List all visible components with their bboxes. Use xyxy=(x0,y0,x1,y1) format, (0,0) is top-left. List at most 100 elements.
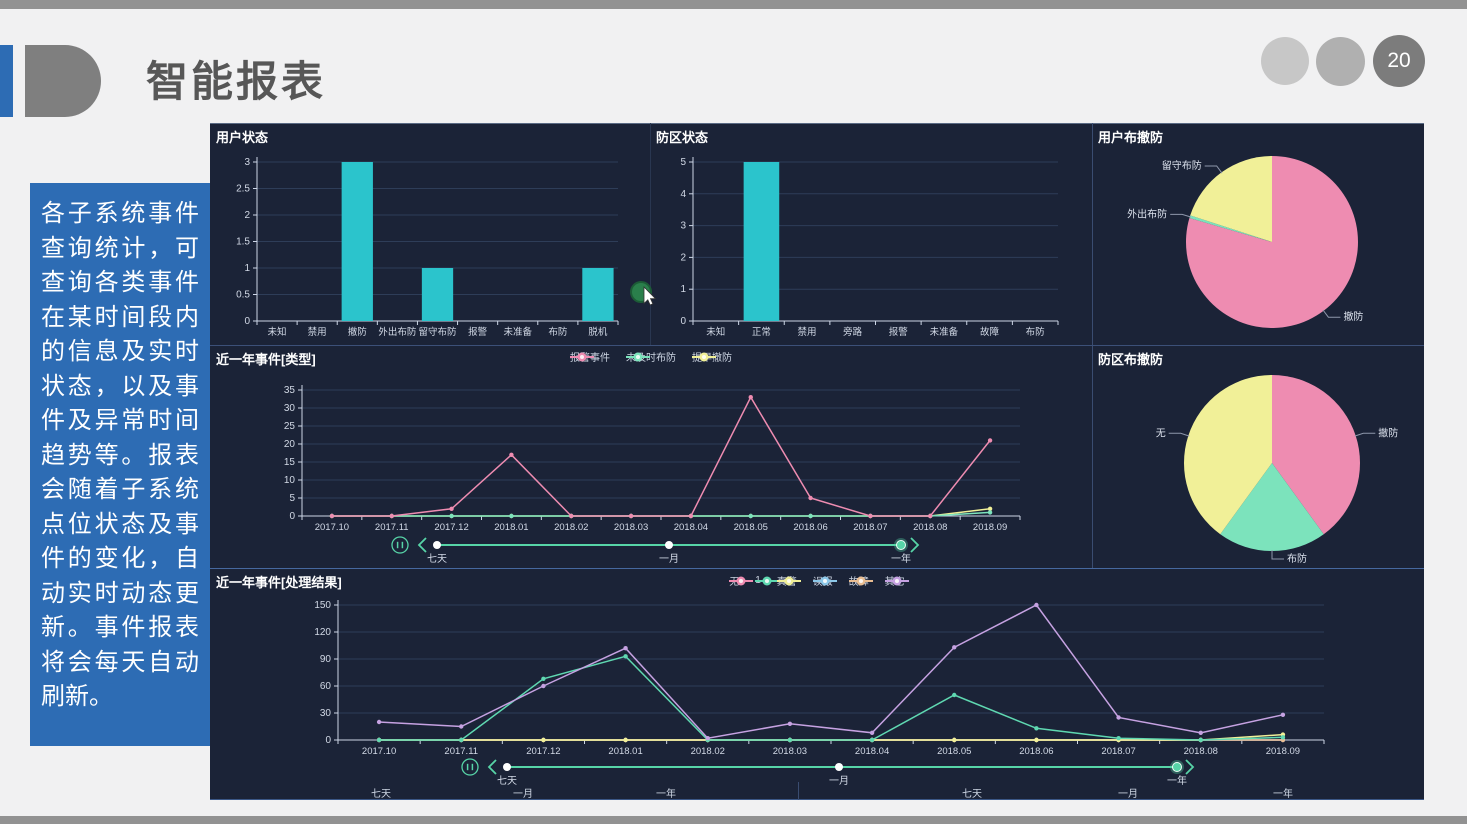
svg-text:90: 90 xyxy=(320,654,332,665)
legend-item[interactable]: 无 xyxy=(729,573,754,588)
legend-marker-icon xyxy=(812,576,837,585)
svg-text:2018.01: 2018.01 xyxy=(608,746,642,757)
svg-text:无: 无 xyxy=(1156,428,1166,439)
divider-row1 xyxy=(650,123,651,345)
svg-text:外出布防: 外出布防 xyxy=(378,326,417,338)
legend-item[interactable]: 其它 xyxy=(884,573,909,588)
events-type-time-slider[interactable]: 七天 一月 一年 xyxy=(210,532,1092,568)
svg-text:15: 15 xyxy=(284,457,296,468)
mouse-cursor xyxy=(630,281,657,306)
footer-label[interactable]: 一年 xyxy=(656,789,676,800)
svg-text:2018.04: 2018.04 xyxy=(855,746,889,757)
svg-text:未准备: 未准备 xyxy=(930,326,959,338)
svg-text:七天: 七天 xyxy=(427,553,447,565)
dashboard-top-border xyxy=(210,123,1424,124)
footer-divider xyxy=(798,782,799,800)
legend-item[interactable]: 提早撤防 xyxy=(692,349,732,364)
svg-text:七天: 七天 xyxy=(497,775,517,787)
svg-text:2017.12: 2017.12 xyxy=(526,746,560,757)
svg-text:2018.08: 2018.08 xyxy=(913,522,947,533)
panel-title-events-result: 近一年事件[处理结果] xyxy=(216,575,342,590)
svg-text:一年: 一年 xyxy=(1167,774,1187,787)
panel-title-user-status: 用户状态 xyxy=(216,130,269,145)
page-number: 20 xyxy=(1387,49,1411,72)
svg-text:2018.05: 2018.05 xyxy=(937,746,971,757)
svg-text:4: 4 xyxy=(680,189,686,200)
svg-text:2018.05: 2018.05 xyxy=(734,522,768,533)
slide-bottom-band xyxy=(0,816,1467,824)
legend-marker-icon xyxy=(884,576,909,585)
svg-text:2018.06: 2018.06 xyxy=(793,522,827,533)
sidebar-description: 各子系统事件查询统计，可查询各类事件在某时间段内的信息及实时状态，以及事件及异常… xyxy=(30,183,210,746)
svg-text:2018.02: 2018.02 xyxy=(691,746,725,757)
svg-text:撤防: 撤防 xyxy=(1378,426,1398,439)
svg-text:2018.03: 2018.03 xyxy=(773,746,807,757)
footer-label[interactable]: 七天 xyxy=(962,789,982,800)
svg-text:10: 10 xyxy=(284,475,296,486)
svg-text:2018.07: 2018.07 xyxy=(1101,746,1135,757)
svg-text:留守布防: 留守布防 xyxy=(1162,159,1202,172)
svg-text:0: 0 xyxy=(244,316,250,327)
legend-marker-icon xyxy=(692,352,716,361)
legend-item[interactable]: 故障 xyxy=(848,573,873,588)
svg-text:120: 120 xyxy=(314,627,331,638)
svg-text:2018.04: 2018.04 xyxy=(674,522,708,533)
svg-text:1: 1 xyxy=(244,263,250,274)
svg-text:35: 35 xyxy=(284,385,296,396)
title-logo-shape xyxy=(25,45,101,117)
svg-text:2017.12: 2017.12 xyxy=(434,522,468,533)
svg-text:1: 1 xyxy=(680,284,686,295)
panel-title-zone-arm-disarm: 防区布撤防 xyxy=(1098,352,1164,367)
svg-text:2017.10: 2017.10 xyxy=(315,522,349,533)
svg-text:禁用: 禁用 xyxy=(308,327,327,338)
cursor-arrow-icon xyxy=(643,286,657,306)
footer-label[interactable]: 一年 xyxy=(1273,789,1293,800)
svg-text:5: 5 xyxy=(680,157,686,168)
svg-text:脱机: 脱机 xyxy=(588,326,608,338)
svg-text:150: 150 xyxy=(314,600,331,611)
svg-text:布防: 布防 xyxy=(1026,326,1046,338)
footer-label[interactable]: 一月 xyxy=(1118,789,1138,800)
svg-text:25: 25 xyxy=(284,421,296,432)
nav-dot-1 xyxy=(1261,37,1309,85)
legend-label: 未及时布防 xyxy=(626,353,676,364)
legend-item[interactable]: 报警事件 xyxy=(570,349,610,364)
svg-text:0: 0 xyxy=(289,511,295,522)
footer-time-range-strip[interactable]: 七天 一月 一年 七天 一月 一年 xyxy=(210,782,1424,800)
svg-text:2.5: 2.5 xyxy=(236,184,250,195)
svg-text:3: 3 xyxy=(244,157,250,168)
yearly-events-type-line-chart[interactable]: 0 5 10 15 20 25 30 35 2017.10 2017.11 2017.12 2018.… xyxy=(210,345,1092,535)
svg-text:2017.11: 2017.11 xyxy=(375,522,409,533)
legend-label: 报警事件 xyxy=(570,353,610,364)
footer-label[interactable]: 一月 xyxy=(513,789,533,800)
svg-text:0: 0 xyxy=(680,316,686,327)
legend-item[interactable]: 1 xyxy=(755,573,780,588)
footer-label[interactable]: 七天 xyxy=(371,789,391,800)
svg-text:未知: 未知 xyxy=(706,326,725,338)
svg-text:报警: 报警 xyxy=(468,326,488,338)
legend-label: 提早撤防 xyxy=(692,353,732,364)
panel-title-user-arm-disarm: 用户布撤防 xyxy=(1098,130,1164,145)
svg-text:2018.03: 2018.03 xyxy=(614,522,648,533)
svg-text:2018.06: 2018.06 xyxy=(1019,746,1053,757)
svg-text:2018.01: 2018.01 xyxy=(494,522,528,533)
svg-text:撤防: 撤防 xyxy=(348,326,368,338)
events-result-legend[interactable]: 无 1真警误报故障其它 xyxy=(210,573,1424,588)
yearly-events-result-line-chart[interactable]: 0 30 60 90 120 150 2017.10 2017.11 2017.12 2018.0… xyxy=(210,568,1424,760)
legend-item[interactable]: 未及时布防 xyxy=(626,349,676,364)
legend-item[interactable]: 真警 xyxy=(776,573,801,588)
svg-text:未知: 未知 xyxy=(268,326,287,338)
svg-text:留守布防: 留守布防 xyxy=(418,326,457,338)
svg-text:2017.11: 2017.11 xyxy=(444,746,478,757)
slide-top-band xyxy=(0,0,1467,9)
user-arm-disarm-pie-chart[interactable]: 撤防 外出布防 留守布防 xyxy=(1092,123,1424,345)
legend-item[interactable]: 误报 xyxy=(812,573,837,588)
svg-text:0: 0 xyxy=(325,735,331,746)
legend-marker-icon xyxy=(848,576,873,585)
svg-text:2018.08: 2018.08 xyxy=(1184,746,1218,757)
events-result-time-slider[interactable]: 七天 一月 一年 xyxy=(210,756,1424,787)
events-type-legend[interactable]: 报警事件 未及时布防 提早撤防 xyxy=(210,349,1092,364)
zone-status-bar-chart[interactable]: 0 1 2 3 4 5 未知 正常 禁用 旁路 报警 未准备 故障 布防 xyxy=(650,123,1092,345)
user-status-bar-chart[interactable]: 0 0.5 1 1.5 2 2.5 3 未知 禁用 撤防 外出布防 留守布防 报警 未准备 布防 脱机 xyxy=(210,123,650,345)
